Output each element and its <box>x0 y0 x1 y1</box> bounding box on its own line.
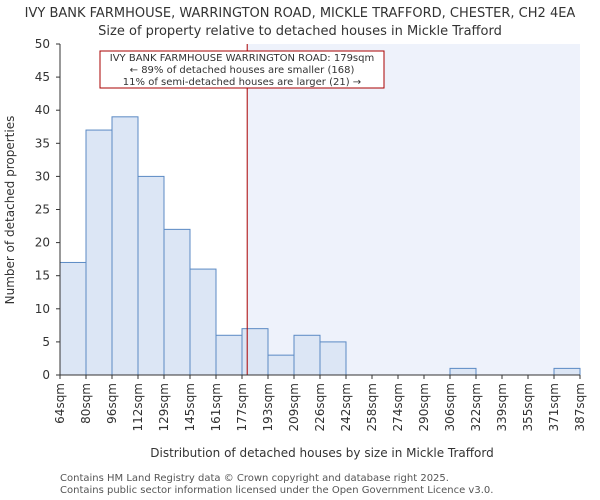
x-tick-label-387sqm: 387sqm <box>573 383 587 431</box>
y-tick-label-40: 40 <box>35 103 50 117</box>
bar-161sqm <box>215 334 243 376</box>
bar-177sqm <box>241 328 269 376</box>
footer-copyright: Contains HM Land Registry data © Crown c… <box>60 473 449 484</box>
x-tick-label-96sqm: 96sqm <box>105 383 119 424</box>
y-tick-label-50: 50 <box>35 37 50 51</box>
x-tick-label-112sqm: 112sqm <box>131 383 145 431</box>
x-tick-label-322sqm: 322sqm <box>469 383 483 431</box>
annotation-line-2: ← 89% of detached houses are smaller (16… <box>130 65 355 76</box>
x-tick-label-129sqm: 129sqm <box>157 383 171 431</box>
x-ticks-group: 64sqm 80sqm 96sqm 112sqm 129sqm 145sqm 161sqm 1… <box>53 375 587 431</box>
chart-title: IVY BANK FARMHOUSE, WARRINGTON ROAD, MIC… <box>25 6 576 21</box>
bar-96sqm <box>111 116 139 376</box>
bar-64sqm <box>59 261 87 376</box>
bar-209sqm <box>293 334 321 376</box>
annotation-box: IVY BANK FARMHOUSE WARRINGTON ROAD: 179s… <box>99 50 385 89</box>
x-tick-label-290sqm: 290sqm <box>417 383 431 431</box>
x-tick-label-242sqm: 242sqm <box>339 383 353 431</box>
x-tick-label-80sqm: 80sqm <box>79 383 93 424</box>
x-tick-label-226sqm: 226sqm <box>313 383 327 431</box>
x-tick-label-177sqm: 177sqm <box>235 383 249 431</box>
bar-145sqm <box>189 268 217 376</box>
bar-193sqm <box>267 354 295 376</box>
x-tick-label-274sqm: 274sqm <box>391 383 405 431</box>
y-tick-label-20: 20 <box>35 236 50 250</box>
y-tick-label-10: 10 <box>35 302 50 316</box>
annotation-line-1: IVY BANK FARMHOUSE WARRINGTON ROAD: 179s… <box>110 53 374 64</box>
x-tick-label-145sqm: 145sqm <box>183 383 197 431</box>
x-tick-label-64sqm: 64sqm <box>53 383 67 424</box>
y-tick-label-15: 15 <box>35 269 50 283</box>
x-tick-label-371sqm: 371sqm <box>547 383 561 431</box>
x-tick-label-306sqm: 306sqm <box>443 383 457 431</box>
bar-112sqm <box>137 175 165 376</box>
bar-306sqm <box>449 367 477 376</box>
x-tick-label-258sqm: 258sqm <box>365 383 379 431</box>
bar-226sqm <box>319 341 347 376</box>
y-tick-label-30: 30 <box>35 169 50 183</box>
x-tick-label-209sqm: 209sqm <box>287 383 301 431</box>
y-tick-label-25: 25 <box>35 203 50 217</box>
y-tick-label-45: 45 <box>35 70 50 84</box>
x-tick-label-161sqm: 161sqm <box>209 383 223 431</box>
annotation-line-3: 11% of semi-detached houses are larger (… <box>123 77 361 88</box>
footer-licence: Contains public sector information licen… <box>60 485 494 496</box>
y-tick-label-5: 5 <box>42 335 50 349</box>
bars-group <box>59 116 581 376</box>
chart-subtitle: Size of property relative to detached ho… <box>98 24 502 39</box>
y-axis-label: Number of detached properties <box>3 116 17 305</box>
y-tick-label-35: 35 <box>35 136 50 150</box>
bar-371sqm <box>553 367 581 376</box>
bar-80sqm <box>85 129 113 376</box>
annotation-border <box>99 50 385 89</box>
y-ticks-group: 0 5 10 15 20 25 30 35 40 45 50 <box>35 37 60 382</box>
x-tick-label-339sqm: 339sqm <box>495 383 509 431</box>
x-tick-label-193sqm: 193sqm <box>261 383 275 431</box>
larger-properties-region <box>247 44 580 375</box>
x-axis-label: Distribution of detached houses by size … <box>150 446 493 460</box>
bar-129sqm <box>163 228 191 376</box>
x-tick-label-355sqm: 355sqm <box>521 383 535 431</box>
y-tick-label-0: 0 <box>42 368 50 382</box>
